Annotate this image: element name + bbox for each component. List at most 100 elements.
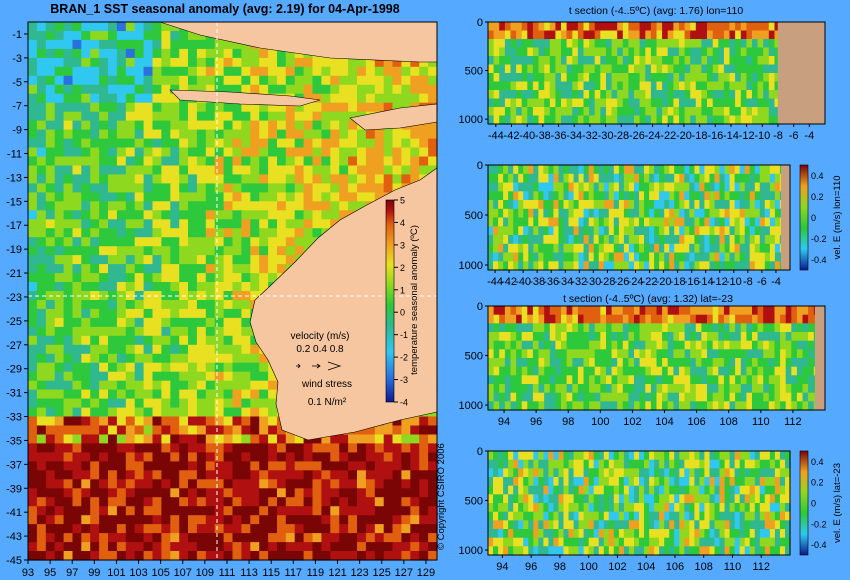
- section-cell: [577, 375, 585, 385]
- section-cell: [746, 384, 753, 394]
- section-cell: [617, 323, 624, 333]
- sst-cell: [205, 201, 216, 211]
- sst-cell: [259, 264, 269, 274]
- sst-cell: [134, 524, 145, 534]
- section-cell: [791, 392, 798, 402]
- sst-cell: [374, 66, 385, 77]
- sst-cell: [72, 111, 82, 122]
- sst-cell: [90, 174, 100, 184]
- section-cell: [729, 358, 736, 368]
- sst-cell: [321, 93, 331, 104]
- sst-cell: [90, 237, 100, 247]
- section-cell: [768, 81, 775, 91]
- section-cell: [744, 165, 751, 175]
- sst-cell: [81, 470, 91, 480]
- sst-cell: [303, 228, 314, 238]
- section-cell: [561, 306, 568, 316]
- sst-cell: [125, 174, 136, 184]
- sst-cell: [188, 335, 198, 346]
- sst-cell: [214, 353, 225, 364]
- sst-cell: [277, 542, 287, 552]
- section-cell: [532, 306, 540, 316]
- sst-cell: [232, 533, 242, 543]
- section-cell: [583, 191, 590, 201]
- sst-cell: [357, 75, 367, 86]
- section-cell: [780, 375, 787, 385]
- sst-cell: [90, 308, 100, 319]
- section-cell: [701, 323, 708, 333]
- sst-cell: [321, 506, 331, 516]
- sst-cell: [170, 57, 180, 68]
- section-cell: [645, 39, 652, 49]
- sst-cell: [116, 22, 127, 32]
- section-cell: [780, 392, 787, 402]
- section-cell: [573, 191, 580, 201]
- section-cell: [499, 306, 506, 316]
- section-cell: [667, 90, 674, 100]
- section-cell: [504, 366, 512, 376]
- sst-cell: [72, 362, 82, 373]
- section-cell: [796, 375, 804, 385]
- sst-cell: [152, 210, 162, 220]
- section-cell: [689, 182, 695, 192]
- sst-cell: [348, 138, 358, 149]
- sst-cell: [161, 201, 171, 211]
- section-cell: [544, 107, 551, 117]
- sst-cell: [232, 138, 242, 149]
- section-cell: [780, 358, 787, 368]
- sst-cell: [36, 362, 47, 373]
- section-cell: [623, 208, 630, 219]
- section-cell: [679, 217, 685, 227]
- section-x-tick-label: -34: [566, 130, 582, 142]
- section-cell: [523, 165, 529, 175]
- sst-cell: [152, 452, 162, 462]
- section-cell: [600, 358, 607, 368]
- sst-cell: [383, 443, 394, 453]
- sst-cell: [28, 488, 38, 498]
- section-cell: [679, 208, 685, 219]
- sst-cell: [401, 452, 411, 462]
- sst-cell: [312, 102, 322, 113]
- section-cell: [763, 375, 770, 385]
- sst-cell: [205, 237, 216, 247]
- sst-cell: [72, 344, 82, 355]
- colorbar-tick-label: 4: [400, 218, 405, 228]
- sst-cell: [54, 165, 65, 176]
- sst-cell: [428, 120, 438, 131]
- sst-cell: [188, 201, 198, 211]
- sst-cell: [401, 443, 411, 453]
- sst-cell: [330, 102, 340, 113]
- section-cell: [749, 235, 756, 245]
- section-cell: [639, 191, 645, 201]
- section-cell: [723, 81, 731, 91]
- section-cell: [684, 392, 691, 402]
- section-cell: [543, 235, 549, 245]
- section-cell: [763, 56, 770, 66]
- section-cell: [701, 314, 708, 324]
- sst-cell: [108, 300, 118, 310]
- sst-cell: [330, 515, 340, 525]
- section-cell: [544, 22, 551, 32]
- sst-cell: [125, 479, 136, 489]
- section-cell: [759, 165, 766, 175]
- sst-cell: [250, 443, 260, 453]
- sst-cell: [268, 102, 278, 113]
- section-cell: [508, 173, 514, 184]
- sst-cell: [90, 443, 100, 453]
- sst-cell: [196, 66, 207, 77]
- section-cell: [684, 261, 690, 271]
- sst-cell: [294, 75, 305, 86]
- sst-cell: [161, 147, 171, 158]
- sst-cell: [196, 39, 207, 50]
- sst-cell: [170, 147, 180, 158]
- copyright: © Copyright CSIRO 2006: [436, 443, 447, 550]
- sst-cell: [250, 515, 260, 525]
- sst-cell: [134, 138, 145, 149]
- section-cell: [504, 30, 512, 40]
- sst-cell: [365, 57, 376, 68]
- sst-cell: [330, 120, 340, 131]
- sst-cell: [152, 416, 162, 427]
- section-cell: [611, 349, 618, 359]
- sst-cell: [250, 479, 260, 489]
- sst-cell: [36, 443, 47, 453]
